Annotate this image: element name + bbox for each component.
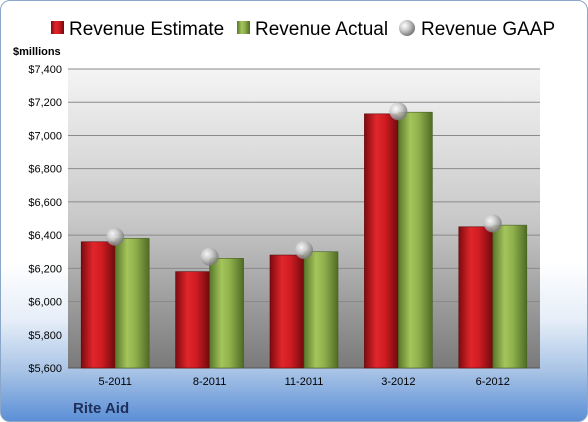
- bar-estimate: [364, 113, 399, 369]
- y-tick-label: $7,200: [28, 97, 62, 109]
- y-tick-label: $6,600: [28, 197, 62, 209]
- bar-actual: [209, 258, 244, 369]
- legend-item-actual: Revenue Actual: [237, 19, 388, 40]
- company-label: Rite Aid: [73, 400, 129, 417]
- legend-label-estimate: Revenue Estimate: [69, 19, 224, 40]
- legend-swatch-actual: [237, 21, 250, 34]
- bar-actual: [303, 251, 339, 369]
- legend-swatch-estimate: [51, 21, 64, 34]
- gaap-marker: [200, 247, 219, 266]
- y-tick-label: $6,000: [28, 297, 62, 309]
- gaap-markers: [106, 102, 502, 266]
- gaap-marker: [389, 102, 408, 121]
- x-axis-ticks: 5-2011 8-2011 11-2011 3-2012 6-2012: [98, 376, 509, 388]
- bar-estimate: [269, 254, 305, 369]
- y-tick-label: $6,800: [28, 164, 62, 176]
- y-tick-label: $5,600: [28, 363, 62, 375]
- bar-estimate: [175, 271, 210, 369]
- y-tick-label: $6,400: [28, 230, 62, 242]
- legend-item-gaap: Revenue GAAP: [399, 19, 555, 40]
- y-axis-ticks: $5,600 $5,800 $6,000 $6,200 $6,400 $6,600 $6,8…: [28, 64, 62, 375]
- y-axis-unit-label: $millions: [13, 46, 61, 58]
- legend-item-estimate: Revenue Estimate: [51, 19, 224, 40]
- x-tick-label: 5-2011: [98, 376, 131, 388]
- x-tick-label: 6-2012: [476, 376, 510, 388]
- legend: Revenue Estimate Revenue Actual Revenue …: [51, 19, 555, 40]
- legend-swatch-gaap: [399, 20, 415, 36]
- x-tick-label: 11-2011: [285, 376, 324, 388]
- bar-estimate: [458, 226, 494, 369]
- gaap-marker: [106, 227, 125, 246]
- gaap-marker: [295, 241, 313, 260]
- bar-estimate: [80, 241, 116, 369]
- y-tick-label: $7,400: [28, 64, 62, 76]
- bar-actual: [114, 238, 150, 369]
- y-tick-label: $6,200: [28, 263, 62, 275]
- gaap-marker: [483, 214, 502, 233]
- y-tick-label: $7,000: [28, 130, 62, 142]
- bar-actual: [492, 224, 528, 369]
- legend-label-actual: Revenue Actual: [255, 19, 388, 40]
- x-tick-label: 8-2011: [193, 376, 226, 388]
- bar-actual: [398, 111, 433, 369]
- legend-label-gaap: Revenue GAAP: [421, 19, 555, 40]
- bars: [80, 111, 528, 369]
- y-tick-label: $5,800: [28, 330, 62, 342]
- x-tick-label: 3-2012: [381, 376, 415, 388]
